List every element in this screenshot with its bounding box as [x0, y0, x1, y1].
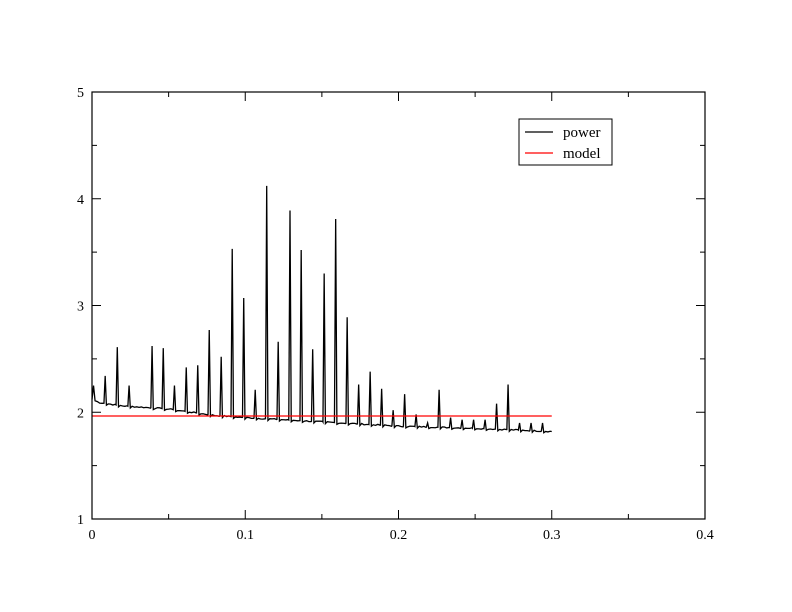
x-tick-label: 0.4 — [696, 528, 714, 543]
legend-box — [518, 118, 613, 166]
y-tick-label: 4 — [77, 193, 84, 208]
series-line-power — [91, 185, 552, 434]
y-tick-label: 5 — [77, 86, 84, 101]
legend-label-power: power — [563, 125, 601, 141]
legend-label-model: model — [563, 146, 601, 162]
plot-series — [91, 185, 552, 434]
y-tick-label: 1 — [77, 513, 84, 528]
x-tick-label: 0 — [89, 528, 96, 543]
tick-labels: 0 0.1 0.2 0.3 0.4 1 2 3 4 5 — [77, 86, 714, 543]
x-tick-label: 0.1 — [237, 528, 255, 543]
x-tick-label: 0.3 — [543, 528, 561, 543]
y-tick-label: 2 — [77, 406, 84, 421]
plot-frame — [91, 91, 706, 520]
y-tick-label: 3 — [77, 300, 84, 315]
legend: power model — [518, 118, 613, 166]
x-tick-label: 0.2 — [390, 528, 408, 543]
